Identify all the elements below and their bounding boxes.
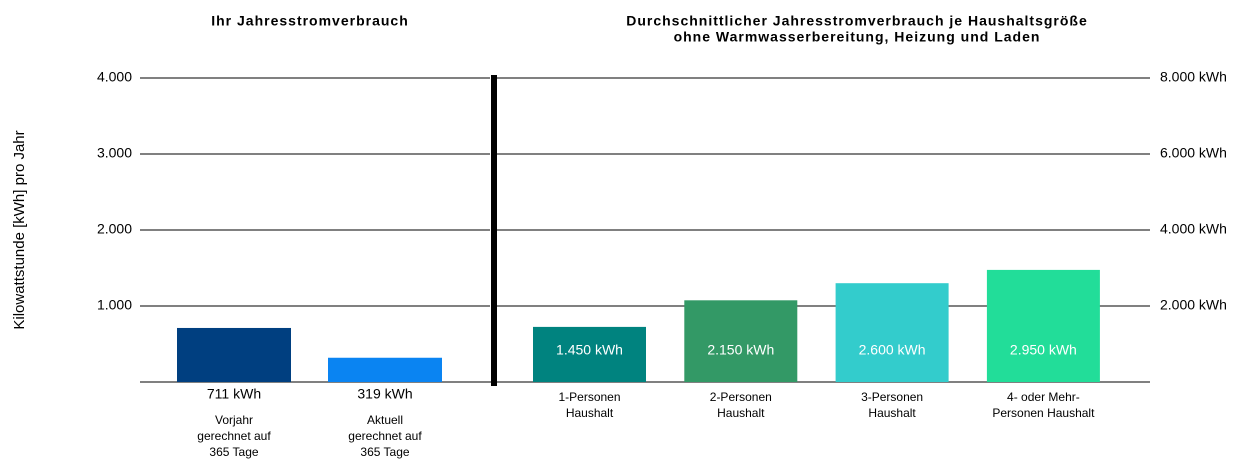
bar xyxy=(835,283,949,382)
x-tick-label: 365 Tage xyxy=(209,445,258,459)
chart-title: Ihr Jahresstromverbrauch xyxy=(211,13,409,29)
bar xyxy=(533,326,646,382)
x-tick-label: 4- oder Mehr- xyxy=(1007,390,1080,404)
y-tick-label: 2.000 xyxy=(97,221,132,237)
bar xyxy=(684,300,798,382)
x-tick-label: 2-Personen xyxy=(710,390,772,404)
value-label: 2.950 kWh xyxy=(1010,342,1077,358)
y2-tick-label: 6.000 kWh xyxy=(1160,145,1227,161)
y-tick-label: 1.000 xyxy=(97,297,132,313)
value-label: 319 kWh xyxy=(357,386,412,402)
x-tick-label: Personen Haushalt xyxy=(992,406,1095,420)
chart-title: Durchschnittlicher Jahresstromverbrauch … xyxy=(626,13,1088,29)
value-label: 1.450 kWh xyxy=(556,342,623,358)
x-tick-label: Aktuell xyxy=(367,413,403,427)
value-label: 711 kWh xyxy=(207,386,261,402)
bar xyxy=(328,357,442,382)
y-tick-label: 3.000 xyxy=(97,145,132,161)
x-tick-label: gerechnet auf xyxy=(348,429,422,443)
x-tick-label: Haushalt xyxy=(868,406,916,420)
bar xyxy=(177,327,291,382)
chart-subtitle: ohne Warmwasserbereitung, Heizung und La… xyxy=(674,29,1041,45)
y2-tick-label: 4.000 kWh xyxy=(1160,221,1227,237)
divider xyxy=(491,75,497,386)
x-tick-label: 365 Tage xyxy=(360,445,409,459)
x-tick-label: Vorjahr xyxy=(215,413,253,427)
y-axis-label: Kilowattstunde [kWh] pro Jahr xyxy=(11,130,28,329)
x-tick-label: Haushalt xyxy=(717,406,765,420)
x-tick-label: gerechnet auf xyxy=(197,429,271,443)
y2-tick-label: 2.000 kWh xyxy=(1160,297,1227,313)
y-tick-label: 4.000 xyxy=(97,69,132,85)
x-tick-label: Haushalt xyxy=(566,406,614,420)
x-tick-label: 3-Personen xyxy=(861,390,923,404)
x-tick-label: 1-Personen xyxy=(558,390,620,404)
value-label: 2.150 kWh xyxy=(707,342,774,358)
bar xyxy=(986,269,1100,382)
value-label: 2.600 kWh xyxy=(859,342,926,358)
y2-tick-label: 8.000 kWh xyxy=(1160,69,1227,85)
